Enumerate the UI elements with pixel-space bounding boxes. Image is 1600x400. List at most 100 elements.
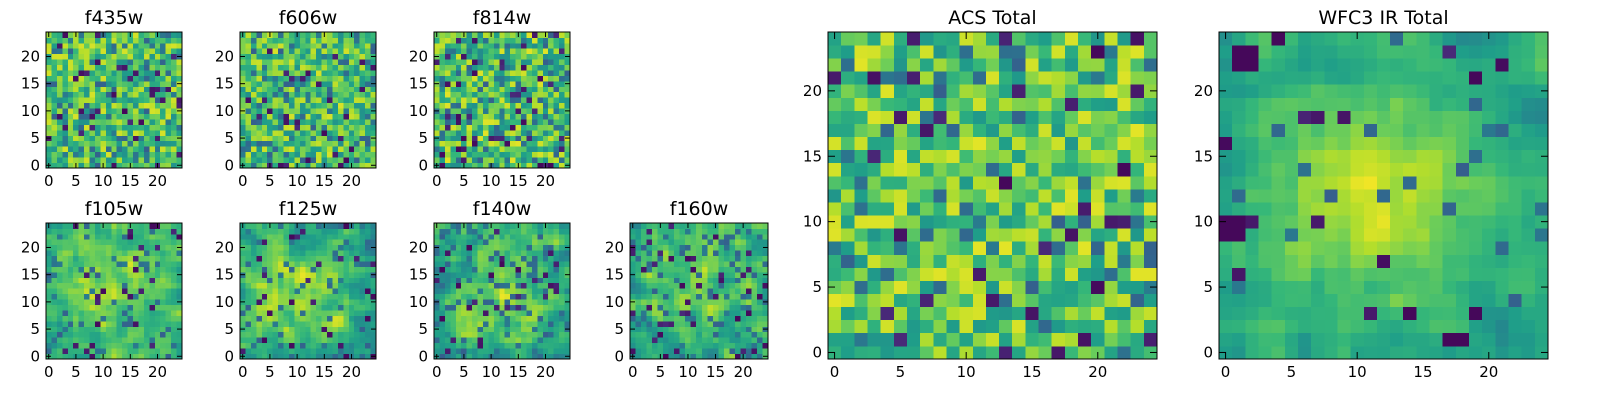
heatmap-cell <box>762 233 769 240</box>
heatmap-cell <box>278 288 284 295</box>
heatmap-cell <box>359 261 366 267</box>
heatmap-cell <box>127 288 134 295</box>
heatmap-cell <box>122 86 128 93</box>
heatmap-cell <box>46 146 52 153</box>
heatmap-cell <box>1130 332 1145 347</box>
heatmap-cell <box>332 353 339 360</box>
heatmap-cell <box>84 250 90 257</box>
heatmap-cell <box>723 337 730 344</box>
heatmap-cell <box>316 86 322 93</box>
heatmap-cell <box>553 70 560 76</box>
heatmap-cell <box>327 102 333 109</box>
heatmap-cell <box>477 288 484 295</box>
heatmap-cell <box>343 129 350 136</box>
heatmap-cell <box>1064 345 1079 360</box>
heatmap-cell <box>354 162 361 169</box>
heatmap-cell <box>740 244 747 251</box>
heatmap-cell <box>143 102 150 109</box>
heatmap-cell <box>482 53 489 60</box>
heatmap-cell <box>531 271 538 278</box>
heatmap-cell <box>854 332 868 347</box>
heatmap-cell <box>537 113 544 120</box>
heatmap-cell <box>171 233 177 240</box>
heatmap-cell <box>488 310 495 316</box>
heatmap-cell <box>138 244 145 251</box>
heatmap-cell <box>299 250 306 257</box>
heatmap-cell <box>310 108 317 114</box>
heatmap-cell <box>176 277 183 284</box>
heatmap-cell <box>250 233 257 240</box>
heatmap-cell <box>751 255 758 262</box>
heatmap-cell <box>305 129 312 136</box>
heatmap-cell <box>299 140 306 147</box>
heatmap-cell <box>348 53 355 60</box>
heatmap-cell <box>122 250 128 257</box>
heatmap-cell <box>94 59 101 66</box>
heatmap-cell <box>466 342 473 349</box>
heatmap-cell <box>515 70 522 76</box>
heatmap-cell <box>165 91 172 98</box>
heatmap-cell <box>154 151 161 158</box>
heatmap-cell <box>73 233 80 240</box>
heatmap-cell <box>245 261 252 267</box>
heatmap-cell <box>434 97 440 104</box>
heatmap-cell <box>504 261 511 267</box>
heatmap-cell <box>668 271 675 278</box>
heatmap-cell <box>439 250 446 257</box>
heatmap-cell <box>521 70 527 76</box>
heatmap-cell <box>668 288 675 295</box>
heatmap-cell <box>176 48 183 55</box>
heatmap-cell <box>67 277 74 284</box>
heatmap-cell <box>841 162 855 177</box>
heatmap-cell <box>542 140 549 147</box>
heatmap-cell <box>531 119 538 125</box>
heatmap-cell <box>559 266 565 273</box>
heatmap-cell <box>564 140 571 147</box>
heatmap-cell <box>316 337 322 344</box>
heatmap-cell <box>493 315 500 322</box>
heatmap-cell <box>685 337 692 344</box>
heatmap-cell <box>160 266 167 273</box>
heatmap-cell <box>272 228 279 235</box>
heatmap-cell <box>332 124 339 131</box>
heatmap-cell <box>559 250 565 257</box>
heatmap-cell <box>288 310 295 316</box>
heatmap-cell <box>127 310 134 316</box>
heatmap-cell <box>477 162 484 169</box>
heatmap-cell <box>461 255 468 262</box>
heatmap-cells <box>240 32 377 169</box>
heatmap-cell <box>668 310 675 316</box>
heatmap-cell <box>482 75 489 82</box>
heatmap-cell <box>348 59 355 66</box>
heatmap-cell <box>171 310 177 316</box>
heatmap-cell <box>444 119 451 125</box>
heatmap-cell <box>472 337 478 344</box>
heatmap-cell <box>245 348 252 354</box>
heatmap-cell <box>332 239 339 246</box>
heatmap-cell <box>305 157 312 163</box>
heatmap-cell <box>316 348 322 354</box>
heatmap-cell <box>531 353 538 360</box>
heatmap-cell <box>250 48 257 55</box>
heatmap-cell <box>261 261 268 267</box>
heatmap-cell <box>959 228 974 242</box>
heatmap-cell <box>245 37 252 44</box>
heatmap-cell <box>493 228 500 235</box>
heatmap-cell <box>122 342 128 349</box>
heatmap-cell <box>359 53 366 60</box>
heatmap-cell <box>531 32 538 38</box>
heatmap-cell <box>444 37 451 44</box>
heatmap-cell <box>294 37 301 44</box>
heatmap-cell <box>690 310 697 316</box>
heatmap-cell <box>365 250 371 257</box>
heatmap-cell <box>278 162 284 169</box>
heatmap-cell <box>712 244 719 251</box>
heatmap-cell <box>305 32 312 38</box>
heatmap-cell <box>542 261 549 267</box>
heatmap-cell <box>278 146 284 153</box>
heatmap-cell <box>288 277 295 284</box>
heatmap-cell <box>73 250 80 257</box>
heatmap-cell <box>553 288 560 295</box>
heatmap-cell <box>89 282 96 289</box>
heatmap-cell <box>537 124 544 131</box>
